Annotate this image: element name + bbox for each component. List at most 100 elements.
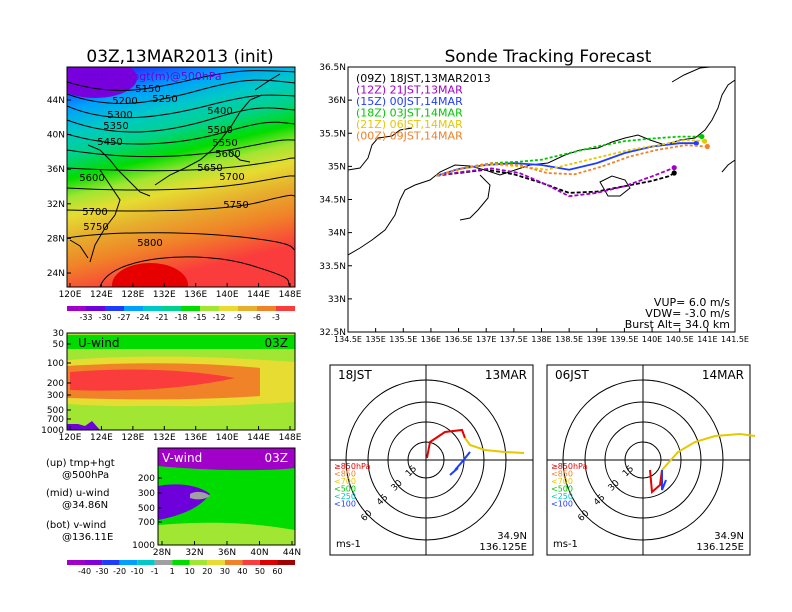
colorbar-swatch [143,306,162,311]
u-wind-y-tick-label: 100 [47,359,64,369]
track-legend-item: (15Z) 00JST,14MAR [356,95,463,108]
track-x-tick-label: 140.5E [666,335,694,344]
v-wind-y-tick-label: 300 [138,489,155,499]
contour-label: 5250 [152,94,177,105]
colorbar-swatch [67,560,85,565]
track-map-bg [347,66,736,333]
colorbar-swatch [137,560,155,565]
track-x-tick-label: 137E [476,335,496,344]
v-wind-y-tick-label: 500 [138,504,155,514]
track-end-point [699,133,705,140]
hodograph-legend-item: <700 [551,477,573,486]
hodograph-date: 14MAR [702,368,744,382]
contour-label: 5300 [107,110,132,121]
bay-outline [459,174,491,221]
colorbar-swatch [105,306,124,311]
contour-label: 5400 [207,106,232,117]
hodograph-trace [426,428,466,459]
hodograph-legend-item: <250 [551,492,573,501]
hodograph-time: 06JST [555,368,589,382]
u-wind-label: U-wind [78,336,119,350]
v-wind-yticks: 200 300 500 700 1000 [132,474,162,551]
colorbar-swatch [154,560,173,565]
upper-map-frame [66,66,296,288]
colorbar-swatch [119,560,138,565]
coastline-upper [69,73,281,263]
upper-map-x-tick-label: 128E [121,290,144,300]
track-xticks: 134.5E 135E 135.5E 136E 136.5E 137E 137.5E 138E… [334,328,749,344]
hodograph-lat: 34.9N [497,531,527,542]
colorbar-label: -12 [212,313,225,322]
u-wind-y-tick-label: 30 [53,329,65,339]
upper-map-x-tick-label: 124E [90,290,113,300]
colorbar-swatch [238,306,257,311]
v-wind-bottom [158,522,295,545]
hodograph-lat: 34.9N [714,531,744,542]
v-colorbar: -40 -30 -20 -10 -1 1 10 20 30 40 50 60 [67,560,295,576]
v-wind-panel: V-wind 03Z 200 300 500 700 1000 28N 32N 36N 40N… [67,447,301,576]
track-y-tick-label: 34N [328,229,346,239]
upper-map-x-tick-label: 132E [153,290,176,300]
colorbar-label: -33 [79,313,92,322]
colorbar-swatch [207,560,225,565]
colorbar-label: -3 [272,313,280,322]
u-wind-x-tick-label: 144E [247,433,270,443]
u-wind-y-tick-label: 1000 [41,426,64,436]
colorbar-label: -9 [234,313,242,322]
u-wind-y-tick-label: 50 [53,340,65,350]
track-x-tick-label: 135.5E [389,335,417,344]
u-wind-x-tick-label: 132E [153,433,176,443]
upper-map-y-tick-label: 28N [47,234,65,244]
track-y-tick-label: 34.5N [319,196,346,206]
colorbar-label: -15 [193,313,206,322]
track-info-line: VUP= 6.0 m/s [654,296,730,309]
v-wind-y-tick-label: 200 [138,474,155,484]
colorbar-swatch [86,306,105,311]
track-end-point [671,170,677,176]
v-wind-neg-core [190,491,210,500]
u-wind-x-tick-label: 140E [216,433,239,443]
v-wind-y-tick-label: 700 [138,518,155,528]
colorbar-label: -40 [78,567,91,576]
upper-map-xticks: 120E 124E 128E 132E 136E 140E 144E 148E [59,283,302,300]
colorbar-label: 50 [255,567,265,576]
track-end-point [704,143,710,150]
contour-label: 5700 [219,172,244,183]
right-title: Sonde Tracking Forecast [445,47,652,67]
colorbar-label: 40 [237,567,247,576]
track-x-tick-label: 141.5E [721,335,749,344]
colorbar-swatch [257,306,276,311]
hodograph-time: 18JST [338,368,372,382]
upper-map-x-tick-label: 144E [247,290,270,300]
u-wind-y-tick-label: 500 [47,406,64,416]
track-legend-item: (12Z) 21JST,13MAR [356,84,463,97]
hodograph-trace [449,451,471,476]
note-line: @500hPa [62,470,109,481]
u-wind-y-tick-label: 300 [47,391,64,401]
colorbar-label: -18 [174,313,187,322]
track-end-point [701,138,708,144]
track-end-point [693,140,699,146]
track-y-tick-label: 36.5N [319,63,346,73]
upper-map-x-tick-label: 120E [59,290,82,300]
colorbar-swatch [200,306,219,311]
track-map: (09Z) 18JST,13MAR2013(12Z) 21JST,13MAR(1… [319,63,749,344]
hodograph-legend-item: <250 [334,492,356,501]
track-yticks: 32.5N 33N 33.5N 34N 34.5N 35N 35.5N 36N 36.5N [319,63,352,338]
u-wind-time: 03Z [265,336,289,350]
colorbar-swatch [219,306,238,311]
u-wind-jet-core [70,369,235,391]
track-y-tick-label: 32.5N [319,328,346,338]
colorbar-label: -21 [155,313,168,322]
colorbar-label: -20 [113,567,126,576]
contour-label: 5800 [137,238,162,249]
colorbar-label: 30 [220,567,230,576]
track-end-point [671,165,677,171]
hodograph-legend-item: ≥850hPa [334,462,371,471]
track-legend-item: (21Z) 06JST,14MAR [356,118,463,131]
hodograph-legend-item: <850 [334,470,356,479]
track-legend-item: (09Z) 18JST,13MAR2013 [356,72,491,85]
upper-colorbar: -33 -30 -27 -24 -21 -18 -15 -12 -9 -6 -3 [67,306,295,322]
